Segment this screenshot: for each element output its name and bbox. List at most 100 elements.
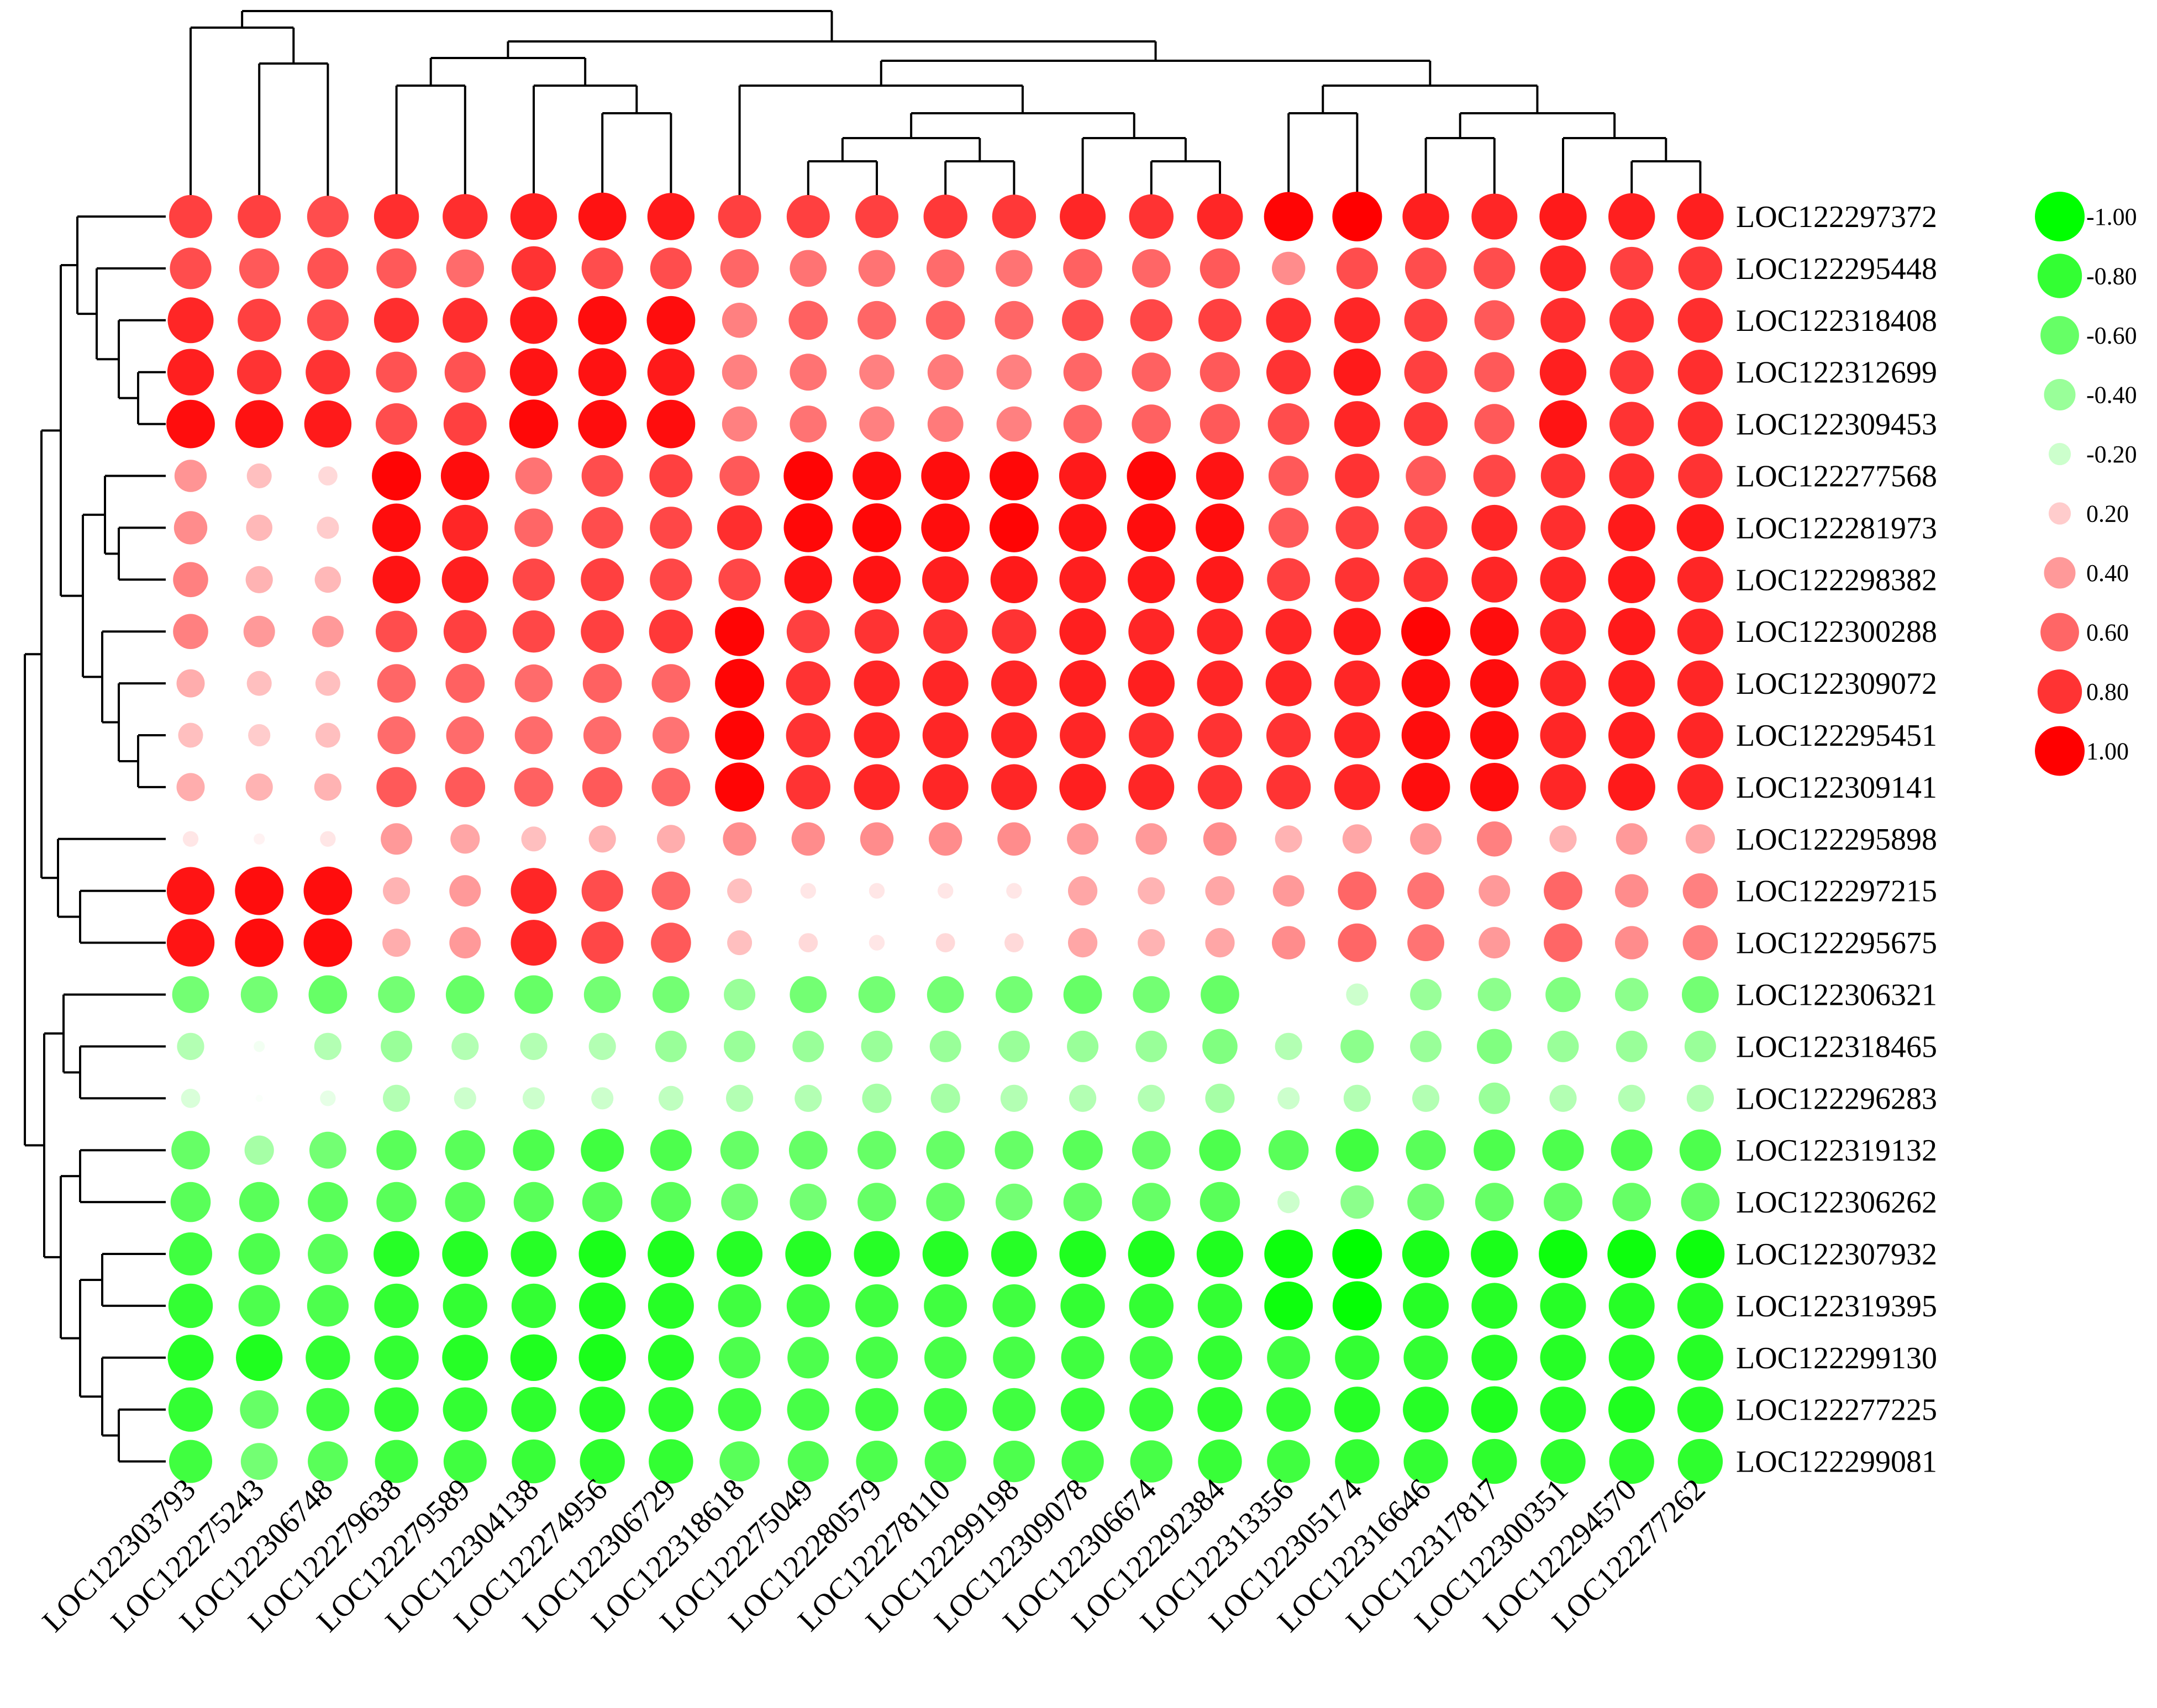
bubble-cell xyxy=(1335,1439,1380,1484)
bubble-cell xyxy=(173,614,208,649)
bubble-cell xyxy=(581,921,624,964)
bubble-cell xyxy=(1473,455,1516,497)
bubble-cell xyxy=(446,249,485,288)
bubble-cell xyxy=(1138,877,1165,905)
bubble-cell xyxy=(514,664,553,703)
bubble-cell xyxy=(787,1337,829,1379)
bubble-cell xyxy=(449,875,481,907)
bubble-cell xyxy=(853,451,901,500)
bubble-cell xyxy=(372,556,420,604)
bubble-cell xyxy=(786,610,830,653)
bubble-cell xyxy=(1470,763,1519,811)
bubble-cell xyxy=(1197,713,1243,758)
bubble-cell xyxy=(791,822,825,856)
bubble-cell xyxy=(658,1085,683,1111)
bubble-cell xyxy=(170,1182,211,1222)
bubble-cell xyxy=(582,663,622,703)
bubble-cell xyxy=(1471,556,1518,603)
bubble-cell xyxy=(922,660,969,707)
bubble-cell xyxy=(1132,404,1171,444)
bubble-cell xyxy=(993,1441,1035,1483)
bubble-cell xyxy=(1540,245,1586,292)
bubble-cell xyxy=(1128,608,1175,655)
bubble-cell xyxy=(1340,1185,1374,1219)
bubble-cell xyxy=(513,1129,555,1171)
bubble-cell xyxy=(1060,1283,1105,1329)
bubble-cell xyxy=(1540,556,1586,603)
bubble-cell xyxy=(1612,1183,1651,1222)
bubble-cell xyxy=(443,402,487,446)
row-label: LOC122306321 xyxy=(1736,978,1937,1013)
bubble-cell xyxy=(511,1283,556,1329)
bubble-cell xyxy=(1068,928,1098,958)
legend-label: -0.80 xyxy=(2086,263,2137,290)
bubble-cell xyxy=(1681,1183,1720,1222)
bubble-cell xyxy=(1059,556,1106,603)
bubble-cell xyxy=(521,826,546,852)
bubble-cell xyxy=(579,1387,625,1433)
bubble-cell xyxy=(315,723,340,748)
bubble-cell xyxy=(510,297,557,344)
bubble-cell xyxy=(921,451,970,500)
bubble-cell xyxy=(1677,298,1723,343)
bubble-cell xyxy=(1608,1335,1655,1381)
bubble-cell xyxy=(1684,1030,1716,1062)
row-label: LOC122295448 xyxy=(1736,252,1937,286)
row-label: LOC122281973 xyxy=(1736,511,1937,545)
bubble-cell xyxy=(1472,1438,1517,1484)
bubble-cell xyxy=(1059,504,1107,552)
bubble-cell xyxy=(445,975,485,1014)
bubble-cell xyxy=(1545,977,1581,1013)
bubble-cell xyxy=(376,1130,417,1171)
bubble-cell xyxy=(582,1182,623,1222)
bubble-cell xyxy=(450,824,480,854)
bubble-cell xyxy=(1197,608,1243,655)
bubble-cell xyxy=(719,1337,761,1379)
bubble-cell xyxy=(168,1387,213,1432)
row-label: LOC122318408 xyxy=(1736,304,1937,338)
bubble-cell xyxy=(374,1335,419,1380)
bubble-cell xyxy=(182,831,199,847)
bubble-cell xyxy=(922,764,969,810)
bubble-cell xyxy=(656,825,685,853)
bubble-cell xyxy=(991,712,1037,758)
bubble-cell xyxy=(718,1388,761,1431)
bubble-cell xyxy=(514,716,553,755)
bubble-cell xyxy=(1059,452,1107,500)
bubble-cell xyxy=(314,773,342,801)
bubble-cell xyxy=(1205,1083,1235,1113)
bubble-cell xyxy=(996,406,1032,442)
bubble-cell xyxy=(314,1032,342,1060)
bubble-cell xyxy=(315,671,340,696)
bubble-cell xyxy=(1199,404,1240,444)
bubble-cell xyxy=(1334,401,1380,447)
bubble-cell xyxy=(927,406,964,442)
bubble-cell xyxy=(1403,1439,1448,1484)
bubble-cell xyxy=(727,930,753,956)
bubble-cell xyxy=(579,1282,626,1330)
row-label: LOC122309141 xyxy=(1736,771,1937,805)
bubble-cell xyxy=(1410,823,1442,855)
bubble-cell xyxy=(1682,976,1719,1013)
bubble-cell xyxy=(1335,506,1379,550)
bubble-cell xyxy=(376,767,417,808)
bubble-cell xyxy=(1334,712,1380,758)
bubble-cell xyxy=(924,1336,967,1379)
bubble-cell xyxy=(1277,1087,1300,1110)
color-legend: -1.00 -0.80 -0.60 -0.40 -0.20 0.20 0.40 0.60 0.8… xyxy=(2035,192,2137,776)
bubble-cell xyxy=(320,831,336,847)
bubble-cell xyxy=(522,1087,545,1110)
bubble-cell xyxy=(938,883,954,899)
bubble-cell xyxy=(1264,1282,1313,1330)
bubble-cell xyxy=(869,883,885,899)
bubble-cell xyxy=(1540,1438,1586,1484)
bubble-cell xyxy=(1197,765,1243,810)
bubble-cell xyxy=(786,661,831,706)
bubble-cell xyxy=(170,247,212,289)
bubble-cell xyxy=(922,712,969,758)
bubble-cell xyxy=(1410,1030,1442,1062)
bubble-cell xyxy=(651,922,691,963)
bubble-cell xyxy=(1127,451,1176,500)
legend-label: -1.00 xyxy=(2086,203,2137,230)
bubble-cell xyxy=(926,1183,965,1222)
